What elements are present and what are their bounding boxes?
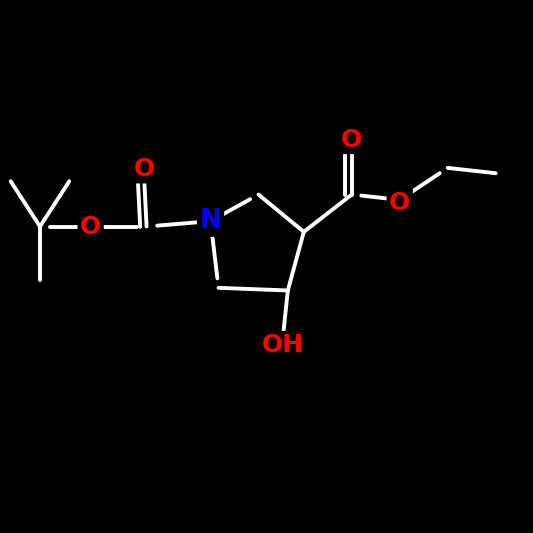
- Text: N: N: [199, 208, 222, 234]
- Text: O: O: [341, 127, 362, 152]
- Text: OH: OH: [261, 333, 304, 358]
- Text: O: O: [133, 157, 155, 181]
- Text: O: O: [80, 214, 101, 239]
- Text: O: O: [389, 190, 410, 215]
